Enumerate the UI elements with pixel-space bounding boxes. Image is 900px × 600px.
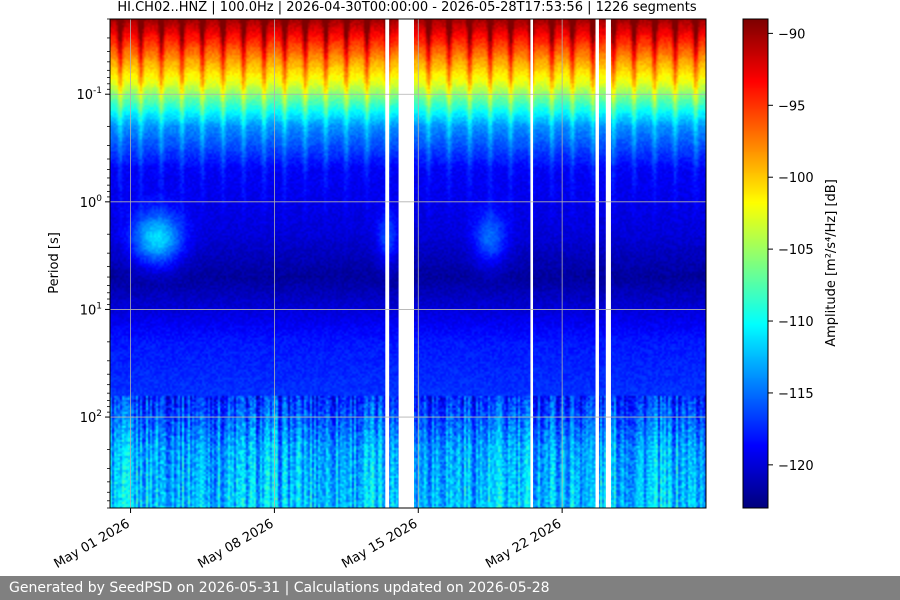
y-tick-label: 101 bbox=[80, 301, 102, 318]
x-tick-label: May 15 2026 bbox=[339, 516, 420, 571]
x-tick-label: May 01 2026 bbox=[52, 516, 133, 571]
colorbar-frame bbox=[742, 18, 769, 509]
y-tick-label: 10-1 bbox=[76, 86, 102, 103]
data-gaps bbox=[385, 19, 611, 508]
colorbar-tick-label: −120 bbox=[778, 459, 814, 474]
psd-spectrogram-chart: HI.CH02..HNZ | 100.0Hz | 2026-04-30T00:0… bbox=[47, 0, 839, 572]
colorbar-tick-label: −100 bbox=[778, 171, 814, 186]
data-gap bbox=[530, 19, 534, 508]
colorbar-tick-label: −95 bbox=[778, 99, 805, 114]
x-tick-label: May 22 2026 bbox=[483, 516, 564, 571]
colorbar-label: Amplitude [m²/s⁴/Hz] [dB] bbox=[824, 179, 839, 347]
plot-area bbox=[109, 18, 707, 509]
y-axis-label: Period [s] bbox=[47, 232, 62, 294]
colorbar-tick-label: −105 bbox=[778, 243, 814, 258]
colorbar-tick-label: −90 bbox=[778, 27, 805, 42]
footer-text: Generated by SeedPSD on 2026-05-31 | Cal… bbox=[9, 580, 550, 596]
y-tick-label: 100 bbox=[80, 194, 103, 211]
data-gap bbox=[605, 19, 611, 508]
plot-frame bbox=[109, 18, 707, 509]
footer-bar: Generated by SeedPSD on 2026-05-31 | Cal… bbox=[0, 576, 900, 600]
colorbar-tick-label: −110 bbox=[778, 315, 814, 330]
colorbar-ticks: −90 −95 −100 −105 −110 −115 −120 bbox=[768, 27, 814, 474]
data-gap bbox=[385, 19, 390, 508]
y-tick-label: 102 bbox=[80, 409, 102, 426]
data-gap bbox=[595, 19, 599, 508]
grid-lines bbox=[110, 19, 706, 508]
y-axis: 10-1 100 101 102 bbox=[76, 18, 110, 509]
colorbar-tick-label: −115 bbox=[778, 387, 814, 402]
colorbar-gradient bbox=[743, 19, 768, 508]
colorbar: −90 −95 −100 −105 −110 −115 −120 Amplitude [m²… bbox=[742, 18, 839, 509]
chart-title: HI.CH02..HNZ | 100.0Hz | 2026-04-30T00:0… bbox=[117, 0, 697, 15]
x-axis: May 01 2026 May 08 2026 May 15 2026 May 22 … bbox=[52, 508, 564, 572]
data-gap bbox=[398, 19, 414, 508]
x-tick-label: May 08 2026 bbox=[195, 516, 276, 571]
